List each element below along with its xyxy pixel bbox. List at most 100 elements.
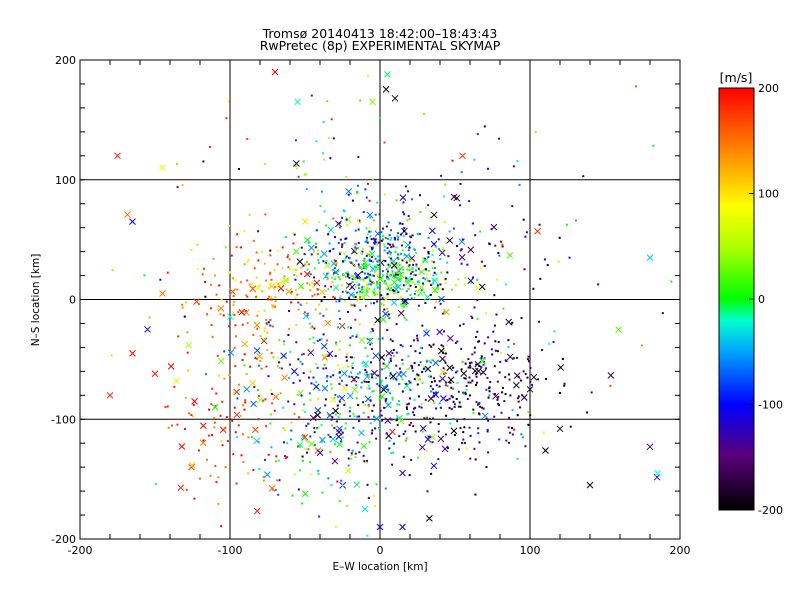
data-dot <box>371 269 374 272</box>
data-dot <box>424 278 427 281</box>
data-dot <box>436 279 439 282</box>
data-dot <box>382 227 385 230</box>
data-dot <box>374 241 377 244</box>
data-dot <box>270 446 273 449</box>
data-dot <box>342 366 345 369</box>
data-dot <box>471 353 474 356</box>
data-dot <box>375 281 378 284</box>
data-dot <box>278 361 281 364</box>
data-dot <box>529 414 532 417</box>
data-dot <box>249 365 252 368</box>
data-dot <box>356 372 359 375</box>
data-cross <box>303 270 311 278</box>
data-dot <box>209 307 212 310</box>
data-cross <box>441 445 449 453</box>
data-dot <box>307 348 310 351</box>
y-tick-label: 100 <box>55 174 76 187</box>
data-dot <box>493 324 496 327</box>
data-dot <box>371 390 374 393</box>
data-dot <box>397 278 400 281</box>
data-dot <box>431 441 434 444</box>
data-dot <box>371 429 374 432</box>
data-dot <box>431 358 434 361</box>
data-dot <box>214 465 217 468</box>
data-dot <box>368 258 371 261</box>
data-dot <box>412 425 415 428</box>
data-dot <box>470 315 473 318</box>
data-dot <box>329 435 332 438</box>
data-cross <box>227 349 235 356</box>
data-dot <box>327 354 330 357</box>
data-dot <box>237 168 240 171</box>
data-dot <box>379 261 382 264</box>
data-dot <box>389 253 392 256</box>
data-dot <box>360 288 363 291</box>
data-dot <box>362 285 365 288</box>
data-dot <box>351 366 354 369</box>
data-dot <box>294 278 297 281</box>
data-dot <box>338 300 341 303</box>
data-dot <box>351 362 354 365</box>
data-dot <box>396 235 399 238</box>
data-dot <box>473 158 476 161</box>
data-dot <box>369 280 372 283</box>
data-dot <box>545 377 548 380</box>
data-dot <box>373 242 376 245</box>
data-dot <box>371 248 374 251</box>
data-dot <box>334 394 337 397</box>
data-dot <box>377 338 380 341</box>
data-dot <box>406 368 409 371</box>
data-dot <box>586 411 589 414</box>
data-dot <box>469 434 472 437</box>
data-dot <box>366 387 369 390</box>
data-dot <box>183 315 186 318</box>
data-dot <box>367 497 370 500</box>
data-dot <box>389 259 392 262</box>
data-dot <box>370 373 373 376</box>
data-dot <box>370 259 373 262</box>
data-dot <box>450 394 453 397</box>
data-dot <box>358 415 361 418</box>
data-cross <box>399 523 406 531</box>
data-cross <box>378 393 386 400</box>
data-dot <box>478 340 481 343</box>
data-dot <box>411 234 414 237</box>
data-dot <box>443 310 446 313</box>
data-dot <box>416 339 419 342</box>
data-dot <box>357 155 360 158</box>
data-cross <box>436 328 444 336</box>
data-cross <box>360 263 368 271</box>
data-dot <box>417 267 420 270</box>
data-dot <box>408 380 411 383</box>
data-dot <box>216 354 219 357</box>
data-dot <box>181 303 184 306</box>
data-dot <box>198 477 201 480</box>
data-dot <box>409 381 412 384</box>
data-dot <box>349 406 352 409</box>
data-dot <box>407 249 410 252</box>
data-dot <box>371 255 374 258</box>
data-dot <box>351 199 354 202</box>
data-dot <box>303 311 306 314</box>
data-dot <box>242 404 245 407</box>
data-dot <box>380 239 383 242</box>
data-dot <box>468 426 471 429</box>
data-dot <box>355 397 358 400</box>
data-dot <box>263 327 266 330</box>
data-dot <box>378 279 381 282</box>
data-dot <box>381 337 384 340</box>
data-cross <box>227 313 234 321</box>
data-dot <box>488 242 491 245</box>
data-dot <box>371 274 374 277</box>
data-cross <box>431 286 439 294</box>
x-tick-label: -200 <box>68 544 93 557</box>
data-dot <box>520 433 523 436</box>
data-dot <box>289 268 292 271</box>
data-dot <box>270 278 273 281</box>
data-dot <box>415 265 418 268</box>
data-dot <box>208 145 211 148</box>
data-dot <box>390 229 393 232</box>
data-dot <box>294 297 297 300</box>
data-dot <box>260 367 263 370</box>
data-dot <box>404 430 407 433</box>
